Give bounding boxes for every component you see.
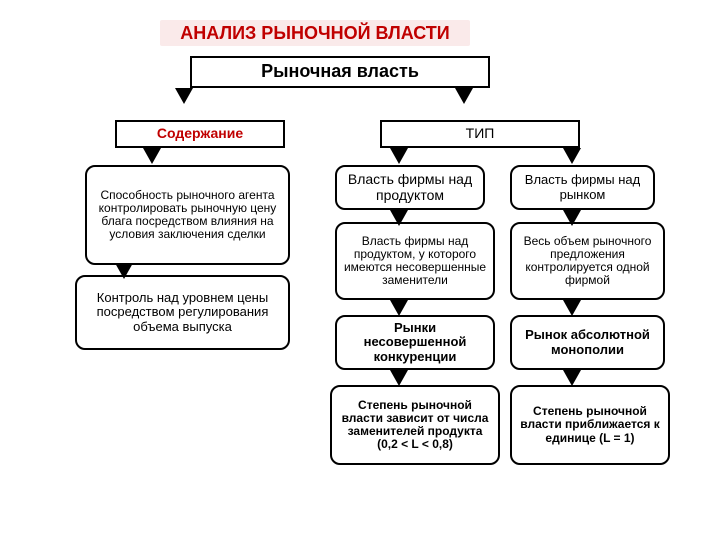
node-rynki_nk: Рынки несовершенной конкуренции (335, 315, 495, 370)
node-stepen_l08: Степень рыночной власти зависит от числа… (330, 385, 500, 465)
arrow-10 (390, 370, 408, 386)
node-root: Рыночная власть (190, 56, 490, 88)
node-stepen_l1: Степень рыночной власти приближается к е… (510, 385, 670, 465)
node-rynok_am: Рынок абсолютной монополии (510, 315, 665, 370)
arrow-9 (563, 300, 581, 316)
arrow-0 (175, 88, 193, 104)
node-sposob: Способность рыночного агента контролиров… (85, 165, 290, 265)
arrow-11 (563, 370, 581, 386)
arrow-4 (563, 148, 581, 164)
arrow-7 (115, 263, 133, 279)
arrow-1 (455, 88, 473, 104)
arrow-2 (143, 148, 161, 164)
arrow-5 (390, 210, 408, 226)
node-tip: ТИП (380, 120, 580, 148)
node-kontrol: Контроль над уровнем цены посредством ре… (75, 275, 290, 350)
node-soderzh: Содержание (115, 120, 285, 148)
node-zamen: Власть фирмы над продуктом, у которого и… (335, 222, 495, 300)
node-obem: Весь объем рыночного предложения контрол… (510, 222, 665, 300)
node-vlast_rynk: Власть фирмы над рынком (510, 165, 655, 210)
arrow-3 (390, 148, 408, 164)
node-vlast_prod: Власть фирмы над продуктом (335, 165, 485, 210)
arrow-8 (390, 300, 408, 316)
arrow-6 (563, 210, 581, 226)
page-title: АНАЛИЗ РЫНОЧНОЙ ВЛАСТИ (160, 20, 470, 46)
